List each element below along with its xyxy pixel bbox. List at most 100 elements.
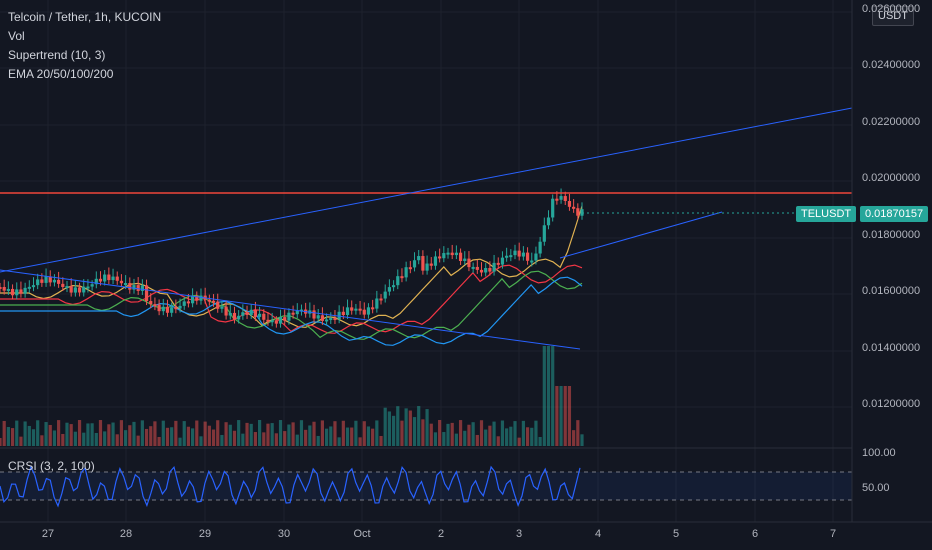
volume-bar [371, 428, 375, 446]
volume-bar [44, 422, 48, 446]
volume-bar [52, 430, 57, 446]
candle-body [391, 285, 396, 288]
candle-body [551, 198, 555, 218]
candle-body [408, 267, 412, 270]
candle-body [283, 317, 287, 321]
volume-bar [400, 420, 404, 446]
candle-body [149, 301, 153, 305]
volume-bar [82, 432, 86, 446]
candle-body [216, 301, 220, 309]
drawings[interactable] [0, 107, 853, 350]
price-tick: 0.01400000 [862, 342, 921, 354]
candle-body [36, 279, 40, 286]
volume-bar [2, 420, 6, 446]
candle-body [94, 278, 98, 285]
price-tick: 0.02000000 [862, 172, 921, 184]
volume-bar [111, 422, 115, 446]
volume-bar [124, 430, 128, 446]
candle-body [27, 286, 31, 289]
volume-bar [295, 434, 299, 446]
volume-bar [48, 424, 52, 446]
indicator-supertrend[interactable]: Supertrend (10, 3) [8, 48, 106, 62]
volume-bar [262, 432, 266, 446]
volume-bar [387, 411, 391, 446]
candle-body [546, 217, 551, 226]
candle-body [525, 252, 530, 261]
candle-body [69, 286, 73, 293]
volume-bar [195, 420, 199, 446]
candle-body [157, 304, 161, 312]
volume-bar [345, 427, 350, 446]
volume-bar [429, 423, 433, 446]
volume-bar [513, 421, 517, 446]
volume-bar [324, 428, 329, 446]
volume-bar [103, 431, 107, 446]
candle-body [366, 307, 371, 315]
candle-body [496, 262, 500, 265]
candle-body [387, 287, 391, 292]
indicator-vol[interactable]: Vol [8, 29, 25, 43]
volume-bar [98, 420, 103, 446]
time-tick: 3 [515, 528, 523, 540]
volume-bar [379, 435, 383, 446]
volume-bar [546, 346, 551, 446]
candle-body [19, 289, 23, 294]
volume-bar [479, 420, 484, 446]
candle-body [362, 309, 366, 315]
candle-body [278, 317, 283, 324]
volume-bar [333, 421, 337, 446]
volume-bar [475, 434, 479, 446]
candle-body [580, 209, 584, 216]
volume-bar [90, 423, 94, 446]
volume-bar [257, 420, 262, 446]
candle-body [287, 312, 291, 321]
candle-body [73, 287, 77, 293]
candle-body [86, 286, 90, 289]
candle-body [77, 287, 82, 293]
volume-bar [500, 420, 505, 446]
candle-body [31, 285, 36, 288]
volume-bar [442, 432, 446, 446]
volume-bar [530, 427, 534, 446]
candle-body [333, 318, 337, 321]
candle-body [186, 301, 191, 304]
volume-bar [433, 432, 438, 446]
currency-button[interactable]: USDT [872, 6, 914, 26]
candle-body [237, 315, 241, 320]
time-tick: 5 [672, 528, 680, 540]
time-tick: 6 [751, 528, 759, 540]
crsi-label[interactable]: CRSI (3, 2, 100) [8, 459, 95, 473]
ema-20-line [0, 205, 583, 328]
candle-body [23, 287, 27, 294]
candle-body [421, 256, 425, 271]
volume-bar [77, 420, 82, 446]
volume-bar [563, 386, 567, 446]
candle-body [567, 201, 572, 207]
candle-body [576, 208, 580, 216]
candle-body [400, 276, 404, 279]
candle-body [425, 263, 429, 271]
volume-bar [207, 425, 211, 446]
volume-bar [425, 409, 429, 446]
volume-bar [291, 422, 295, 446]
volume-bar [86, 423, 90, 446]
volume-bar [270, 423, 274, 446]
volume-bar [446, 423, 450, 446]
volume-bar [454, 433, 458, 446]
volume-bar [412, 417, 417, 446]
volume-bar [362, 421, 366, 446]
crsi-tick: 100.00 [862, 447, 896, 459]
volume-bar [354, 420, 358, 446]
candle-body [191, 295, 195, 304]
candle-body [291, 312, 295, 315]
candle-body [52, 279, 57, 283]
symbol-title[interactable]: Telcoin / Tether, 1h, KUCOIN [8, 10, 162, 24]
candle-body [320, 315, 325, 321]
candle-body [228, 312, 232, 316]
candle-body [165, 306, 170, 313]
candle-body [90, 284, 94, 287]
volume-bar [555, 386, 559, 446]
candle-body [559, 196, 563, 200]
indicator-ema[interactable]: EMA 20/50/100/200 [8, 67, 114, 81]
